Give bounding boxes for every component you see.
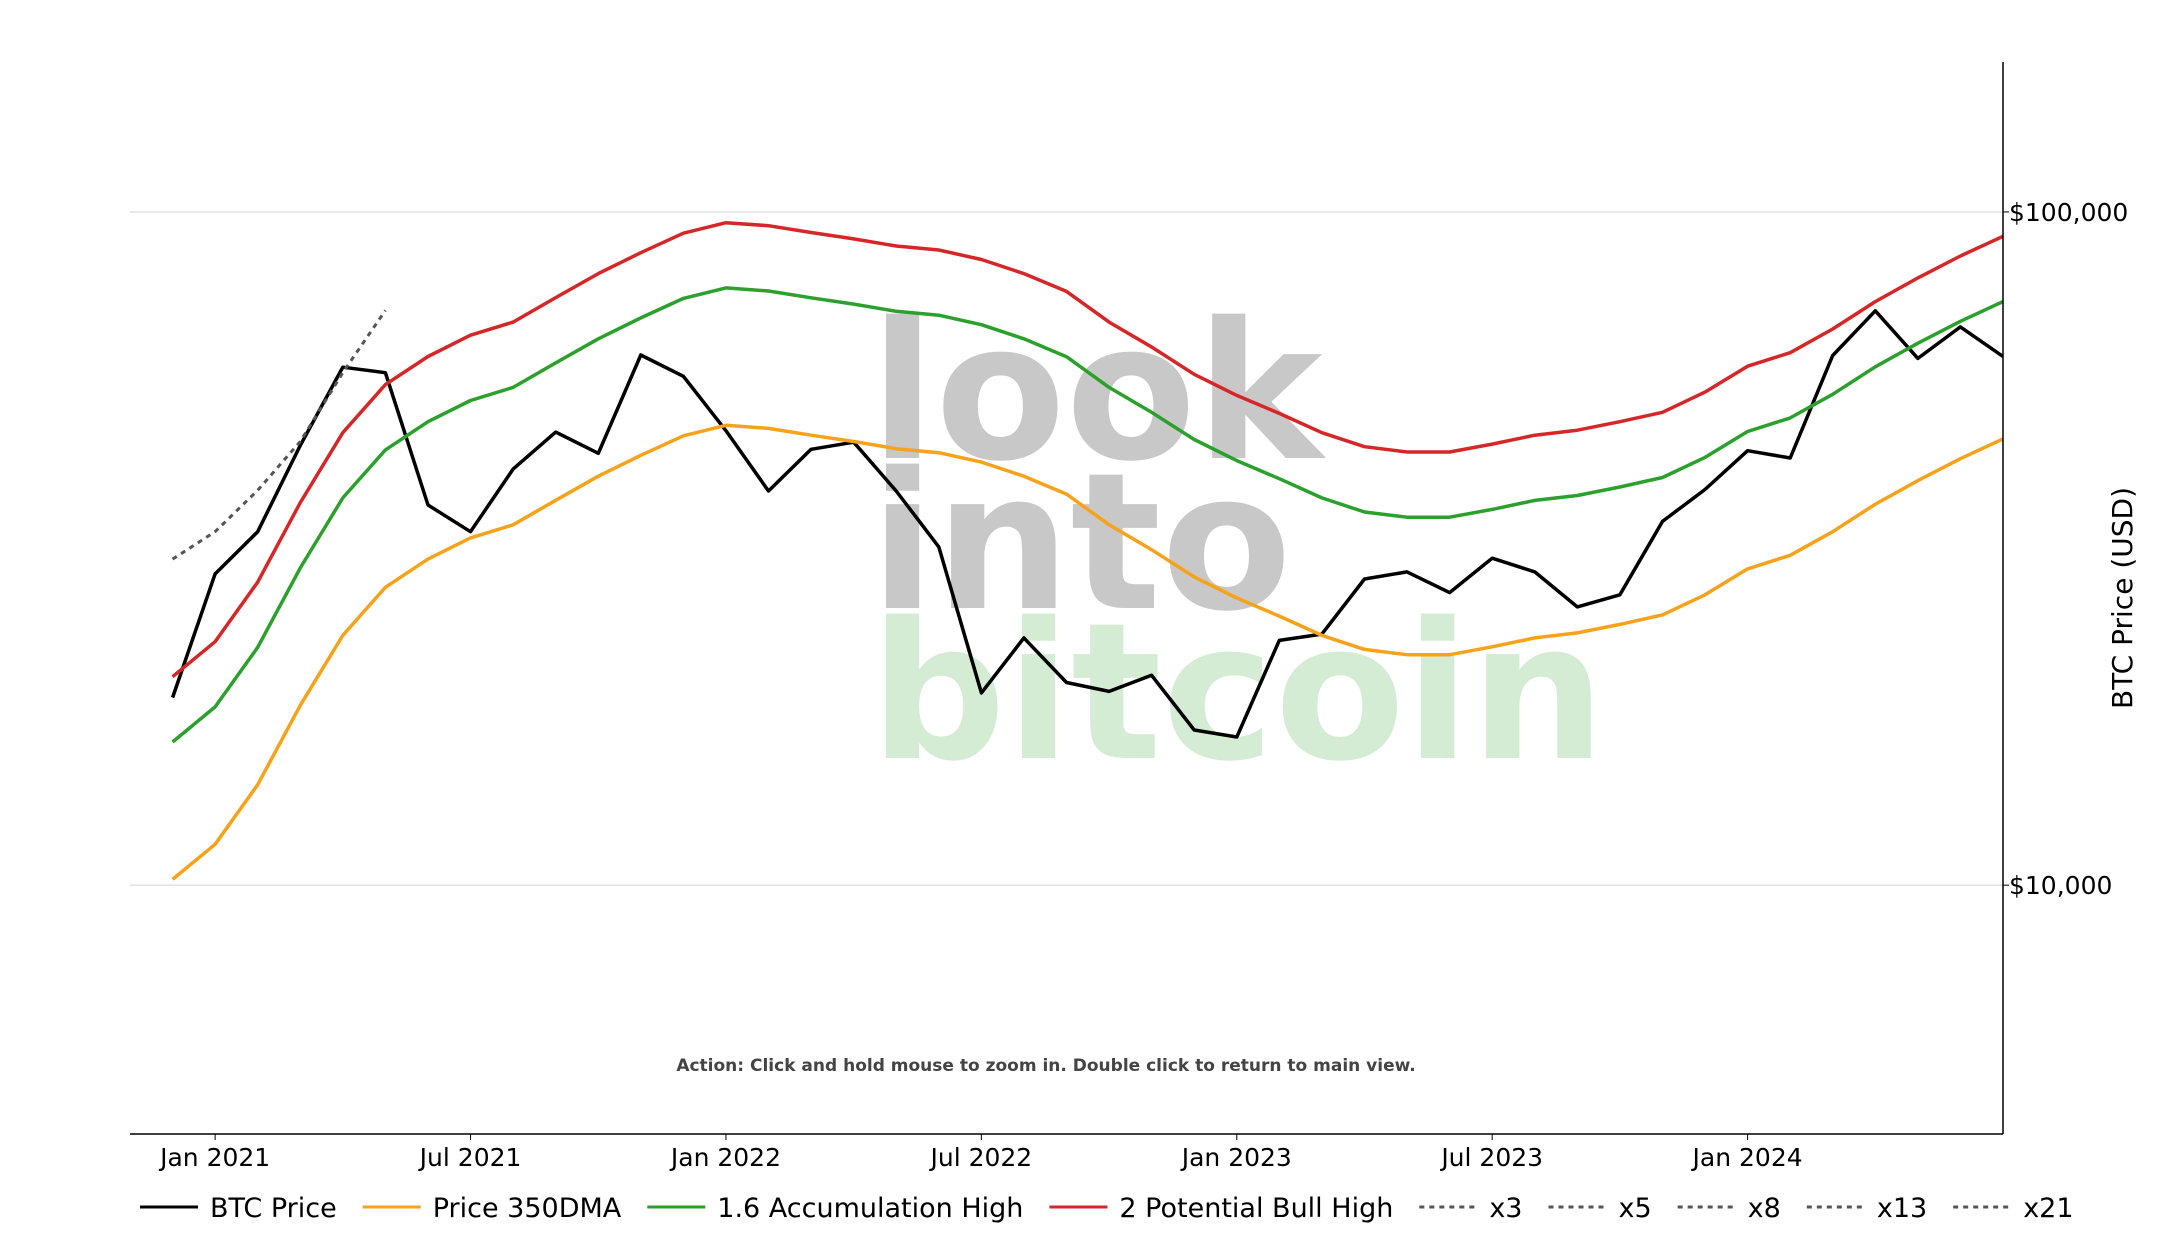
series-line	[171, 423, 2003, 881]
legend-item[interactable]: 2 Potential Bull High	[1049, 1193, 1393, 1224]
x-tick-label: Jul 2023	[1439, 1143, 1543, 1172]
x-tick-label: Jul 2022	[928, 1143, 1032, 1172]
series-line	[171, 286, 2003, 744]
watermark: bitcoin	[870, 582, 1606, 803]
legend-label: x13	[1877, 1193, 1927, 1224]
series-line	[171, 220, 2003, 679]
legend-item[interactable]: x13	[1806, 1193, 1927, 1224]
legend-item[interactable]: x3	[1419, 1193, 1523, 1224]
grid	[130, 211, 2003, 886]
legend-item[interactable]: x21	[1953, 1193, 2074, 1224]
legend-label: x8	[1748, 1193, 1781, 1224]
legend-label: Price 350DMA	[433, 1193, 622, 1224]
series-line	[171, 309, 387, 561]
annotation: Action: Click and hold mouse to zoom in.…	[676, 1056, 1415, 1076]
legend-label: 1.6 Accumulation High	[717, 1193, 1023, 1224]
legend-item[interactable]: x5	[1548, 1193, 1652, 1224]
watermark: into	[870, 432, 1292, 653]
legend-label: x5	[1619, 1193, 1652, 1224]
x-tick-label: Jul 2021	[418, 1143, 522, 1172]
legend: BTC Price Price 350DMA 1.6 Accumulation Hi…	[140, 1193, 2074, 1224]
legend-label: BTC Price	[210, 1193, 337, 1224]
legend-item[interactable]: BTC Price	[140, 1193, 337, 1224]
legend-label: 2 Potential Bull High	[1119, 1193, 1393, 1224]
x-tick-label: Jan 2022	[669, 1143, 781, 1172]
axes: $10,000 $100,000 Jan 2021 Jul 2021 Jan 2022 J…	[158, 198, 2128, 1172]
y-tick-label: $100,000	[2009, 198, 2128, 227]
plot-area[interactable]	[170, 220, 2003, 881]
x-tick-label: Jan 2024	[1691, 1143, 1803, 1172]
y-axis-title: BTC Price (USD)	[2106, 487, 2139, 709]
legend-item[interactable]: x8	[1677, 1193, 1781, 1224]
x-tick-label: Jan 2021	[158, 1143, 270, 1172]
y-tick-label: $10,000	[2009, 871, 2112, 900]
x-tick-label: Jan 2023	[1180, 1143, 1292, 1172]
series-line	[170, 309, 2003, 739]
legend-item[interactable]: Price 350DMA	[362, 1193, 622, 1224]
legend-label: x3	[1489, 1193, 1522, 1224]
legend-label: x21	[2023, 1193, 2073, 1224]
legend-item[interactable]: 1.6 Accumulation High	[647, 1193, 1023, 1224]
